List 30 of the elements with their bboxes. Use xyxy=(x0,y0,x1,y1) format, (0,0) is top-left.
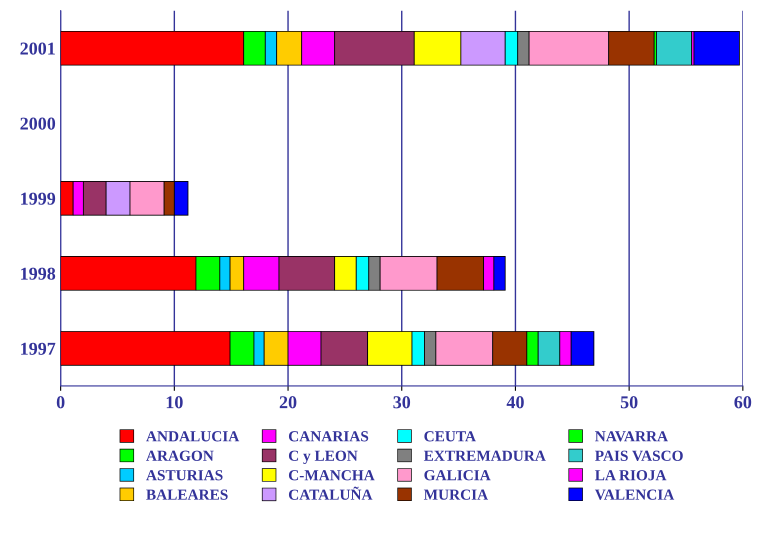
y-tick-label: 1999 xyxy=(21,192,56,205)
x-tick-label: 30 xyxy=(393,396,410,408)
legend-label: ARAGON xyxy=(146,450,214,461)
legend-label: LA RIOJA xyxy=(595,470,666,480)
bar xyxy=(694,30,740,66)
legend-label: BALEARES xyxy=(146,490,228,500)
x-tick-label: 20 xyxy=(280,396,296,408)
x-tick-label: 10 xyxy=(166,396,183,408)
legend-label: C y LEON xyxy=(288,450,358,464)
legend-label: ANDALUCIA xyxy=(146,431,240,442)
y-tick-label: 1998 xyxy=(21,268,56,280)
legend-label: CEUTA xyxy=(424,431,476,442)
legend-label: C-MANCHA xyxy=(288,470,375,480)
legend-label: CATALUÑA xyxy=(288,486,372,500)
legend-label: PAIS VASCO xyxy=(595,450,683,461)
x-tick-label: 0 xyxy=(56,396,64,408)
legend-label: CANARIAS xyxy=(288,431,368,442)
legend-label: EXTREMADURA xyxy=(424,450,546,461)
bar xyxy=(656,30,692,66)
y-tick-label: 2000 xyxy=(20,118,56,130)
legend-label: ASTURIAS xyxy=(146,470,223,480)
legend-label: MURCIA xyxy=(424,490,488,500)
legend-label: VALENCIA xyxy=(594,490,674,500)
y-tick-label: 1997 xyxy=(21,342,56,355)
x-tick-label: 60 xyxy=(734,396,752,408)
legend-label: GALICIA xyxy=(424,470,491,480)
y-tick-label: 2001 xyxy=(20,42,55,55)
legend-label: NAVARRA xyxy=(595,431,668,442)
x-tick-label: 40 xyxy=(506,396,524,408)
x-tick-label: 50 xyxy=(620,396,638,408)
